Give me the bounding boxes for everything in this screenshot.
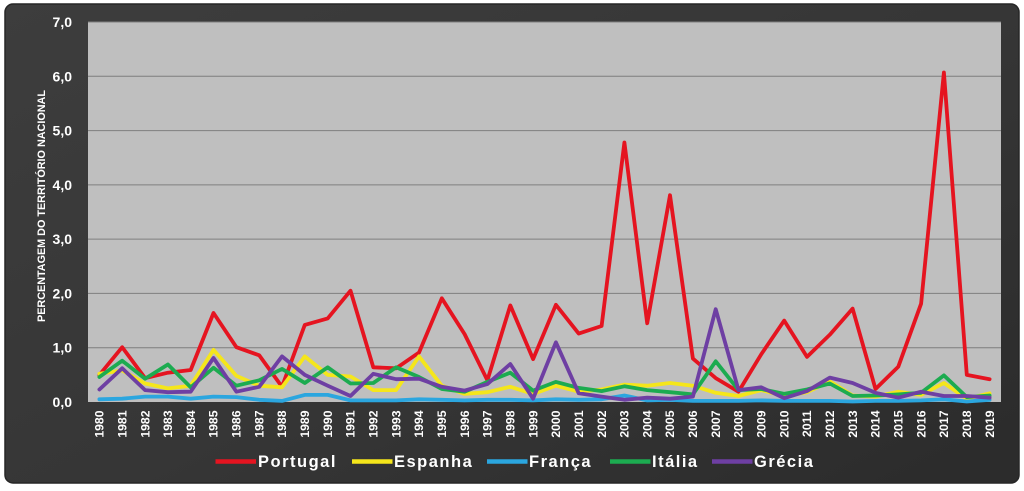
- svg-text:5,0: 5,0: [53, 123, 73, 139]
- svg-text:1988: 1988: [275, 410, 289, 437]
- svg-text:2009: 2009: [755, 410, 769, 437]
- svg-text:2001: 2001: [572, 410, 586, 437]
- svg-text:França: França: [529, 453, 592, 471]
- svg-text:2013: 2013: [846, 410, 860, 437]
- svg-text:1996: 1996: [458, 410, 472, 437]
- svg-text:1999: 1999: [526, 410, 540, 437]
- svg-text:1984: 1984: [184, 410, 198, 437]
- svg-text:1991: 1991: [344, 410, 358, 437]
- svg-text:2005: 2005: [663, 410, 677, 437]
- svg-text:1981: 1981: [115, 410, 129, 437]
- svg-text:2014: 2014: [869, 410, 883, 437]
- svg-text:1993: 1993: [389, 410, 403, 437]
- svg-text:2007: 2007: [709, 410, 723, 437]
- svg-text:2008: 2008: [732, 410, 746, 437]
- svg-text:Itália: Itália: [652, 453, 699, 471]
- svg-text:2015: 2015: [892, 410, 906, 437]
- svg-text:4,0: 4,0: [53, 177, 73, 193]
- svg-text:2,0: 2,0: [53, 285, 73, 301]
- svg-text:1986: 1986: [230, 410, 244, 437]
- svg-text:2019: 2019: [983, 410, 997, 437]
- svg-text:2006: 2006: [686, 410, 700, 437]
- svg-text:1994: 1994: [412, 410, 426, 437]
- svg-text:2011: 2011: [800, 410, 814, 437]
- svg-text:6,0: 6,0: [53, 68, 73, 84]
- svg-text:Portugal: Portugal: [258, 453, 337, 471]
- svg-text:1997: 1997: [481, 410, 495, 437]
- svg-text:Espanha: Espanha: [394, 453, 473, 471]
- svg-text:2003: 2003: [618, 410, 632, 437]
- svg-text:1992: 1992: [367, 410, 381, 437]
- svg-text:1995: 1995: [435, 410, 449, 437]
- svg-text:2017: 2017: [937, 410, 951, 437]
- svg-text:1987: 1987: [252, 410, 266, 437]
- svg-text:2000: 2000: [549, 410, 563, 437]
- svg-text:2002: 2002: [595, 410, 609, 437]
- svg-text:7,0: 7,0: [53, 14, 73, 30]
- svg-text:1983: 1983: [161, 410, 175, 437]
- svg-text:1985: 1985: [207, 410, 221, 437]
- svg-text:2016: 2016: [914, 410, 928, 437]
- svg-text:1990: 1990: [321, 410, 335, 437]
- svg-text:Grécia: Grécia: [754, 453, 814, 471]
- svg-text:1998: 1998: [504, 410, 518, 437]
- svg-text:3,0: 3,0: [53, 231, 73, 247]
- svg-text:2012: 2012: [823, 410, 837, 437]
- svg-text:1980: 1980: [93, 410, 107, 437]
- svg-text:1982: 1982: [138, 410, 152, 437]
- svg-text:2018: 2018: [960, 410, 974, 437]
- svg-text:1989: 1989: [298, 410, 312, 437]
- svg-text:0,0: 0,0: [53, 394, 73, 410]
- svg-text:PERCENTAGEM DO TERRITÓRIO NACI: PERCENTAGEM DO TERRITÓRIO NACIONAL: [35, 90, 48, 322]
- svg-text:2004: 2004: [640, 410, 654, 437]
- svg-text:2010: 2010: [777, 410, 791, 437]
- svg-text:1,0: 1,0: [53, 340, 73, 356]
